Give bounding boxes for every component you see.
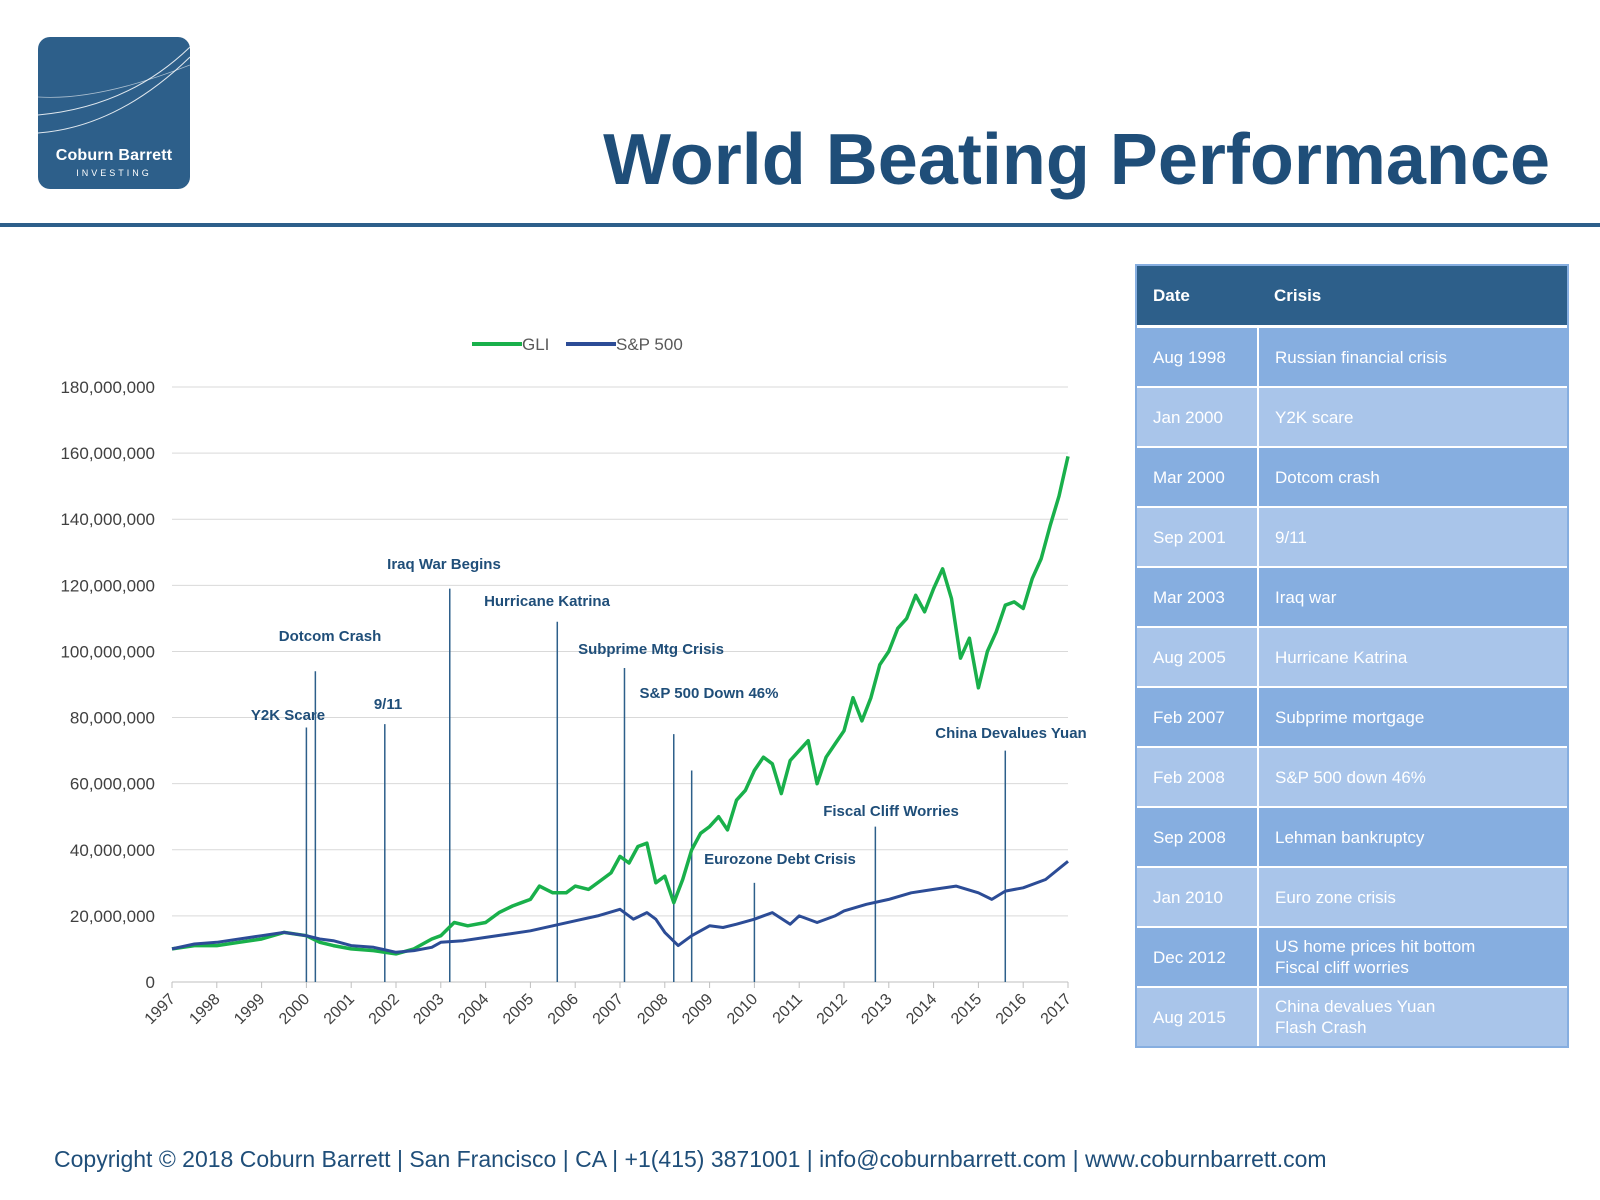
- cell-date: Sep 2008: [1137, 806, 1258, 867]
- cell-crisis: US home prices hit bottom Fiscal cliff wo…: [1257, 926, 1567, 987]
- table-row: Mar 2003 Iraq war: [1137, 566, 1567, 627]
- annotation-label: Hurricane Katrina: [484, 593, 611, 610]
- table-row: Sep 2001 9/11: [1137, 506, 1567, 567]
- x-tick-label: 2012: [814, 991, 851, 1028]
- cell-date: Feb 2007: [1137, 686, 1258, 747]
- annotation-label: Y2K Scare: [251, 707, 325, 724]
- table-row: Sep 2008 Lehman bankruptcy: [1137, 806, 1567, 867]
- cell-date: Mar 2000: [1137, 446, 1258, 507]
- crisis-table: Date Crisis Aug 1998 Russian financial cr…: [1135, 264, 1569, 1048]
- table-header-row: Date Crisis: [1137, 266, 1567, 328]
- y-tick-label: 160,000,000: [60, 444, 155, 463]
- cell-crisis: Lehman bankruptcy: [1257, 806, 1567, 867]
- cell-date: Jan 2000: [1137, 386, 1258, 447]
- cell-crisis: Euro zone crisis: [1257, 866, 1567, 927]
- x-tick-label: 2005: [500, 991, 537, 1028]
- table-row: Aug 2015 China devalues Yuan Flash Crash: [1137, 986, 1567, 1046]
- x-tick-label: 2007: [590, 991, 627, 1028]
- cell-date: Aug 2015: [1137, 986, 1258, 1046]
- y-tick-label: 0: [146, 973, 155, 992]
- x-tick-label: 2013: [858, 991, 895, 1028]
- x-tick-label: 2003: [410, 991, 447, 1028]
- x-tick-label: 2001: [321, 991, 358, 1028]
- y-tick-label: 20,000,000: [70, 907, 155, 926]
- series-line-gli: [171, 456, 1070, 956]
- cell-crisis: China devalues Yuan Flash Crash: [1257, 986, 1567, 1046]
- brand-name: Coburn Barrett: [55, 147, 173, 164]
- y-tick-label: 140,000,000: [60, 510, 155, 529]
- legend-label: GLI: [522, 335, 549, 354]
- page-title: World Beating Performance: [603, 120, 1550, 200]
- cell-crisis: Iraq war: [1257, 566, 1567, 627]
- x-tick-label: 2000: [276, 991, 313, 1028]
- chart-legend: GLI S&P 500: [472, 335, 683, 354]
- cell-date: Feb 2008: [1137, 746, 1258, 807]
- x-tick-label: 2004: [455, 991, 492, 1028]
- cell-crisis: Dotcom crash: [1257, 446, 1567, 507]
- x-tick-label: 2011: [770, 991, 806, 1027]
- table-row: Feb 2008 S&P 500 down 46%: [1137, 746, 1567, 807]
- x-tick-label: 2017: [1038, 991, 1075, 1028]
- table-row: Jan 2010 Euro zone crisis: [1137, 866, 1567, 927]
- cell-crisis: Russian financial crisis: [1257, 325, 1567, 387]
- cell-date: Mar 2003: [1137, 566, 1258, 627]
- y-tick-label: 40,000,000: [70, 841, 155, 860]
- cell-crisis: Hurricane Katrina: [1257, 626, 1567, 687]
- cell-crisis: 9/11: [1257, 506, 1567, 567]
- logo-swoosh-icon: [38, 46, 190, 134]
- crisis-table-body: Aug 1998 Russian financial crisis Jan 2000…: [1137, 325, 1567, 1046]
- table-row: Aug 2005 Hurricane Katrina: [1137, 626, 1567, 687]
- table-row: Mar 2000 Dotcom crash: [1137, 446, 1567, 507]
- cell-date: Sep 2001: [1137, 506, 1258, 567]
- header-crisis: Crisis: [1258, 266, 1567, 328]
- y-tick-label: 80,000,000: [70, 709, 155, 728]
- cell-date: Aug 1998: [1137, 325, 1258, 387]
- annotation-label: Dotcom Crash: [279, 628, 382, 645]
- y-tick-label: 100,000,000: [60, 642, 155, 661]
- x-tick-label: 2002: [366, 991, 403, 1028]
- cell-date: Dec 2012: [1137, 926, 1258, 987]
- cell-crisis: Y2K scare: [1257, 386, 1567, 447]
- annotation-label: Fiscal Cliff Worries: [823, 803, 959, 820]
- series-line-s-p-500: [171, 860, 1069, 954]
- header-date: Date: [1137, 266, 1258, 328]
- footer-contact: Copyright © 2018 Coburn Barrett | San Fr…: [54, 1146, 1327, 1172]
- x-tick-label: 1997: [142, 991, 179, 1028]
- table-row: Dec 2012 US home prices hit bottom Fiscal …: [1137, 926, 1567, 987]
- company-logo: Coburn Barrett INVESTING: [38, 37, 190, 189]
- x-tick-label: 1999: [231, 991, 268, 1028]
- x-tick-label: 2008: [634, 991, 671, 1028]
- cell-crisis: S&P 500 down 46%: [1257, 746, 1567, 807]
- y-tick-label: 60,000,000: [70, 775, 155, 794]
- cell-date: Aug 2005: [1137, 626, 1258, 687]
- annotation-label: 9/11: [374, 696, 402, 713]
- annotation-label: Eurozone Debt Crisis: [704, 851, 856, 868]
- legend-label: S&P 500: [616, 335, 683, 354]
- x-tick-label: 2015: [948, 991, 985, 1028]
- table-row: Aug 1998 Russian financial crisis: [1137, 325, 1567, 387]
- annotation-label: Iraq War Begins: [387, 556, 501, 573]
- annotation-label: S&P 500 Down 46%: [640, 685, 779, 702]
- table-row: Feb 2007 Subprime mortgage: [1137, 686, 1567, 747]
- title-divider: [0, 223, 1600, 227]
- performance-line-chart: 0 20,000,000 40,000,000 60,000,000 80,000,00…: [60, 335, 1086, 1028]
- x-tick-label: 2010: [724, 991, 761, 1028]
- x-tick-label: 1998: [186, 991, 223, 1028]
- x-tick-label: 2016: [993, 991, 1030, 1028]
- brand-subtitle: INVESTING: [76, 168, 152, 178]
- x-tick-label: 2009: [679, 991, 716, 1028]
- x-tick-label: 2014: [903, 991, 940, 1028]
- cell-date: Jan 2010: [1137, 866, 1258, 927]
- cell-crisis: Subprime mortgage: [1257, 686, 1567, 747]
- annotation-label: China Devalues Yuan: [935, 725, 1086, 742]
- table-row: Jan 2000 Y2K scare: [1137, 386, 1567, 447]
- y-tick-label: 120,000,000: [60, 576, 155, 595]
- y-tick-label: 180,000,000: [60, 378, 155, 397]
- annotation-label: Subprime Mtg Crisis: [578, 641, 724, 658]
- x-tick-label: 2006: [545, 991, 582, 1028]
